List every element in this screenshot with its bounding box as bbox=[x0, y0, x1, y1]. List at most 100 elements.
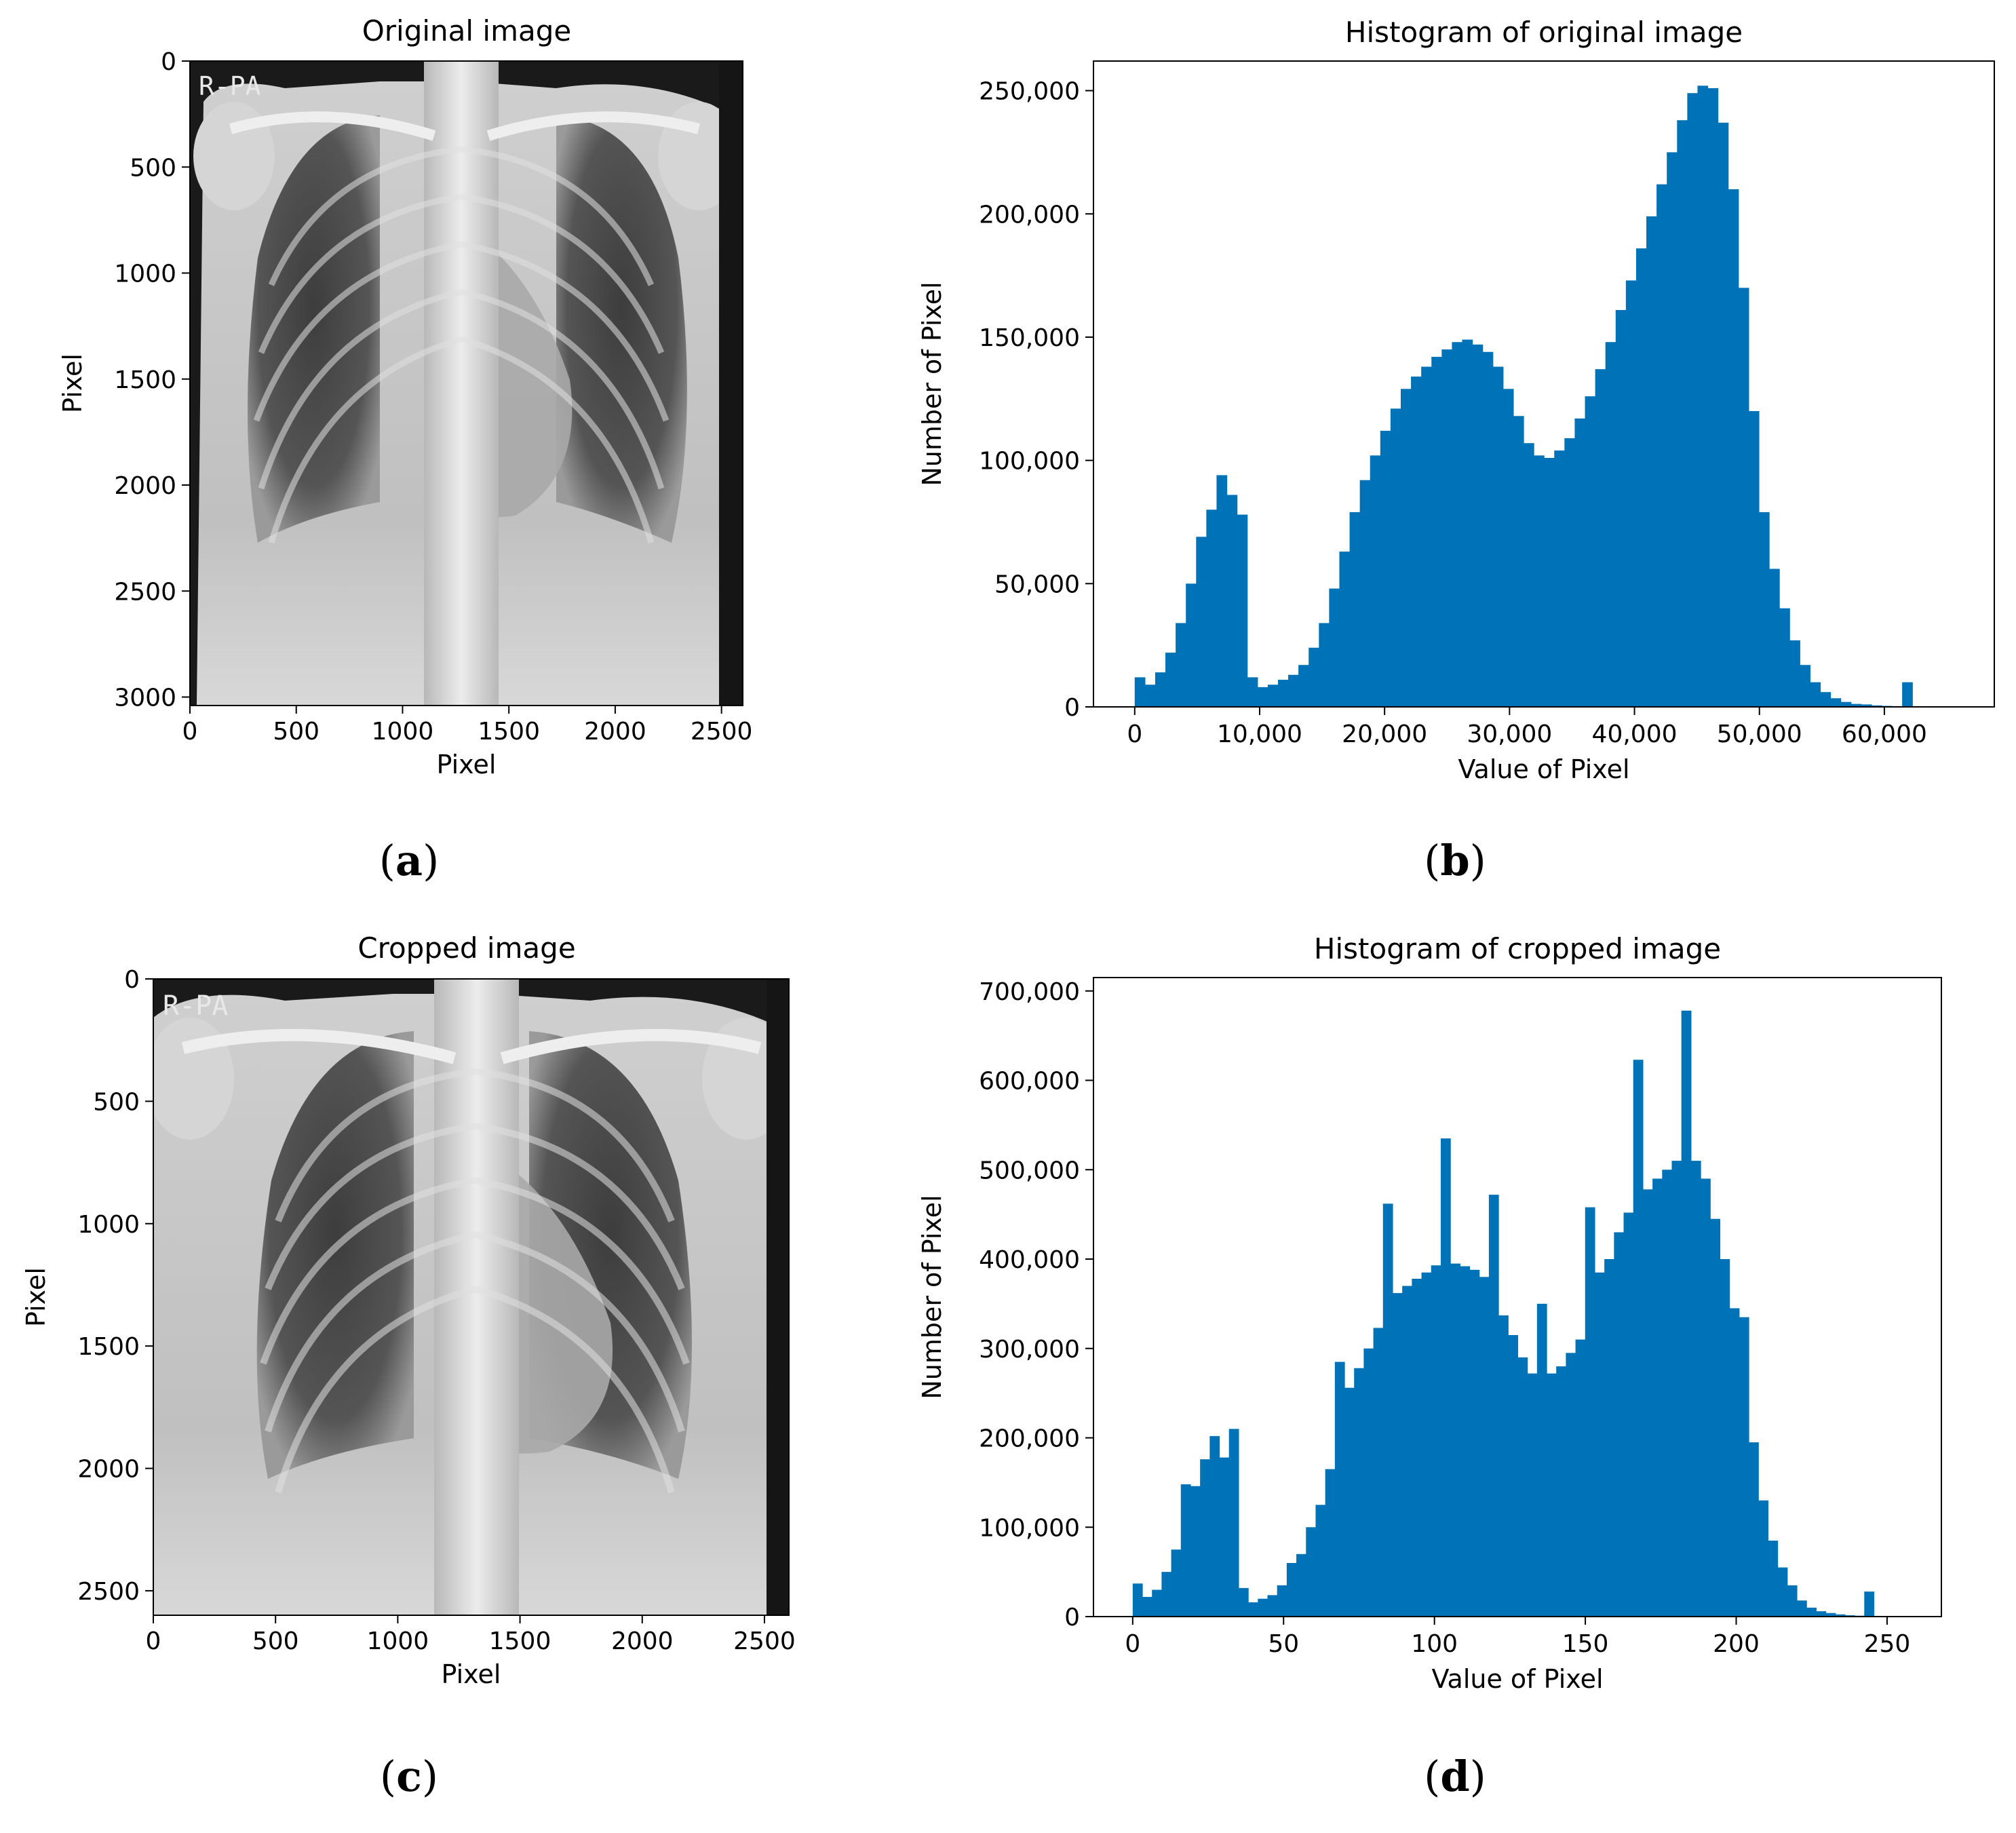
histogram-bar bbox=[1825, 1613, 1836, 1617]
x-tick-label: 2500 bbox=[733, 1627, 796, 1655]
histogram-bar bbox=[1738, 288, 1749, 708]
y-tick-label: 600,000 bbox=[979, 1068, 1080, 1096]
histogram-bar bbox=[1219, 1457, 1230, 1617]
histogram-bar bbox=[1758, 1500, 1768, 1617]
histogram-bar bbox=[1440, 1138, 1451, 1617]
histogram-bar bbox=[1594, 1272, 1605, 1617]
histogram-bar bbox=[1431, 357, 1442, 707]
x-tick-label: 500 bbox=[252, 1627, 299, 1655]
histogram-bar bbox=[1462, 339, 1473, 707]
histogram-bar bbox=[1482, 351, 1494, 707]
histogram-bar bbox=[1677, 120, 1688, 707]
panel-a-caption: (a) bbox=[379, 836, 440, 885]
panel-b-caption-letter: b bbox=[1440, 836, 1469, 885]
histogram-bar bbox=[1536, 1303, 1547, 1617]
histogram-bar bbox=[1513, 416, 1524, 707]
panel-a-original-image: Original image bbox=[58, 14, 752, 885]
histogram-bar bbox=[1238, 1587, 1249, 1617]
histogram-bar bbox=[1758, 512, 1770, 707]
histogram-bar bbox=[1277, 1585, 1287, 1617]
histogram-bar bbox=[1421, 1272, 1432, 1617]
x-tick-label: 50 bbox=[1268, 1630, 1299, 1658]
x-tick-label: 1500 bbox=[478, 718, 540, 746]
histogram-original-chart: Histogram of original image 0 10,000 20,000… bbox=[917, 16, 1995, 784]
histogram-bar bbox=[1902, 682, 1913, 707]
histogram-bar bbox=[1412, 1278, 1422, 1617]
histogram-bar bbox=[1363, 1348, 1374, 1617]
histogram-bar bbox=[1142, 1597, 1152, 1617]
histogram-bar bbox=[1656, 184, 1667, 707]
histogram-bar bbox=[1681, 1010, 1692, 1617]
histogram-bar bbox=[1472, 344, 1484, 707]
histogram-bar bbox=[1165, 653, 1176, 707]
histogram-bar bbox=[1575, 1339, 1586, 1617]
histogram-bar bbox=[1687, 93, 1699, 708]
x-tick-label: 250 bbox=[1864, 1630, 1911, 1658]
xray-overlay-label: R-PA bbox=[199, 71, 261, 101]
histogram-bar bbox=[1286, 1562, 1297, 1617]
x-tick-label: 1000 bbox=[372, 718, 434, 746]
histogram-bar bbox=[1690, 1161, 1701, 1617]
x-tick-label: 2500 bbox=[691, 718, 753, 746]
y-tick-label: 3000 bbox=[114, 684, 176, 712]
x-tick-label: 30,000 bbox=[1467, 720, 1552, 748]
x-tick-label: 40,000 bbox=[1592, 720, 1678, 748]
histogram-bar bbox=[1349, 512, 1361, 707]
x-tick-label: 200 bbox=[1713, 1630, 1760, 1658]
histogram-bar bbox=[1155, 672, 1166, 707]
y-tick-label: 0 bbox=[161, 48, 176, 76]
x-axis-label: Value of Pixel bbox=[1458, 754, 1629, 784]
histogram-bar bbox=[1206, 509, 1218, 707]
x-tick-label: 0 bbox=[146, 1627, 161, 1655]
histogram-bar bbox=[1614, 1232, 1625, 1617]
histogram-bar bbox=[1267, 684, 1279, 707]
histogram-bar bbox=[1402, 1286, 1412, 1617]
histogram-bar bbox=[1544, 458, 1555, 707]
histogram-bar bbox=[1585, 396, 1596, 707]
x-tick-label: 2000 bbox=[611, 1627, 674, 1655]
y-tick-label: 0 bbox=[124, 966, 140, 994]
histogram-bar bbox=[1216, 475, 1228, 707]
histogram-bar bbox=[1697, 85, 1709, 707]
histogram-bar bbox=[1460, 1266, 1471, 1617]
histogram-bar bbox=[1635, 248, 1647, 707]
histogram-bar bbox=[1816, 1611, 1827, 1617]
y-tick-label: 1500 bbox=[114, 366, 176, 394]
y-axis-label: Number of Pixel bbox=[917, 1195, 947, 1399]
panel-b-histogram-original: Histogram of original image 0 10,000 20,000… bbox=[917, 16, 1995, 885]
histogram-bar bbox=[1615, 309, 1627, 707]
x-tick-label: 20,000 bbox=[1342, 720, 1427, 748]
histogram-bar bbox=[1871, 705, 1882, 707]
histogram-bar bbox=[1382, 1203, 1393, 1617]
x-tick-label: 0 bbox=[1125, 1630, 1140, 1658]
y-tick-label: 100,000 bbox=[979, 1514, 1080, 1542]
histogram-bar bbox=[1835, 1614, 1846, 1617]
histogram-bar bbox=[1777, 1567, 1788, 1617]
histogram-bar bbox=[1820, 692, 1831, 707]
histogram-bar bbox=[1710, 1218, 1721, 1617]
histogram-bar bbox=[1585, 1207, 1595, 1617]
histogram-bar bbox=[1604, 1259, 1614, 1617]
histogram-bar bbox=[1492, 366, 1504, 707]
histogram-bar bbox=[1452, 342, 1463, 707]
histogram-bar bbox=[1190, 1486, 1201, 1617]
histogram-bar bbox=[1180, 1484, 1191, 1617]
y-tick-label: 100,000 bbox=[979, 448, 1080, 476]
histogram-bar bbox=[1200, 1459, 1210, 1617]
y-tick-label: 2000 bbox=[114, 472, 176, 500]
panel-d-histogram-cropped: Histogram of cropped image 0 50 100 150 200 25… bbox=[917, 932, 1942, 1801]
histogram-bar bbox=[1359, 480, 1371, 707]
histogram-bar bbox=[1534, 455, 1545, 707]
histogram-cropped-chart: Histogram of cropped image 0 50 100 150 200 25… bbox=[917, 932, 1942, 1694]
x-tick-label: 0 bbox=[182, 718, 198, 746]
histogram-bar bbox=[1306, 1527, 1317, 1617]
y-tick-label: 150,000 bbox=[979, 324, 1080, 352]
histogram-bar bbox=[1267, 1595, 1278, 1617]
histogram-bar bbox=[1161, 1572, 1172, 1617]
histogram-bar bbox=[1864, 1591, 1875, 1617]
x-tick-label: 500 bbox=[273, 718, 319, 746]
x-axis-label: Pixel bbox=[437, 750, 497, 779]
histogram-bar bbox=[1450, 1263, 1460, 1617]
y-tick-label: 1000 bbox=[114, 261, 176, 288]
histogram-bar bbox=[1248, 1602, 1258, 1617]
